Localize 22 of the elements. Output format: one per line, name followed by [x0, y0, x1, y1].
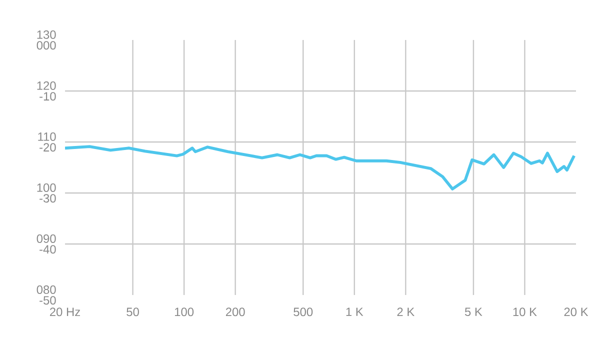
- x-tick-label: 2 K: [397, 308, 414, 316]
- y-tick-label: 120: [37, 81, 56, 90]
- y2-tick-label: 000: [36, 41, 56, 50]
- x-tick-label: 20 K: [564, 308, 588, 316]
- y-tick-label: 080: [36, 285, 56, 294]
- x-tick-label: 1 K: [346, 308, 364, 316]
- y2-tick-label: -20: [40, 143, 56, 152]
- y2-tick-label: -30: [40, 194, 56, 203]
- y-tick-label: 100: [37, 183, 56, 192]
- x-tick-label: 5 K: [464, 308, 482, 316]
- y-tick-label: 130: [37, 30, 56, 39]
- x-tick-label: 50: [126, 308, 139, 316]
- x-tick-label: 100: [175, 308, 194, 316]
- y-tick-label: 110: [38, 132, 56, 141]
- y2-tick-label: -10: [40, 92, 56, 101]
- y-tick-label: 090: [36, 234, 56, 243]
- x-tick-label: 500: [294, 308, 313, 316]
- x-tick-label: 10 K: [513, 308, 537, 316]
- y2-tick-label: -50: [40, 296, 56, 305]
- x-tick-label: 200: [226, 308, 245, 316]
- x-tick-label: 20 Hz: [50, 308, 80, 316]
- y2-tick-label: -40: [40, 245, 56, 254]
